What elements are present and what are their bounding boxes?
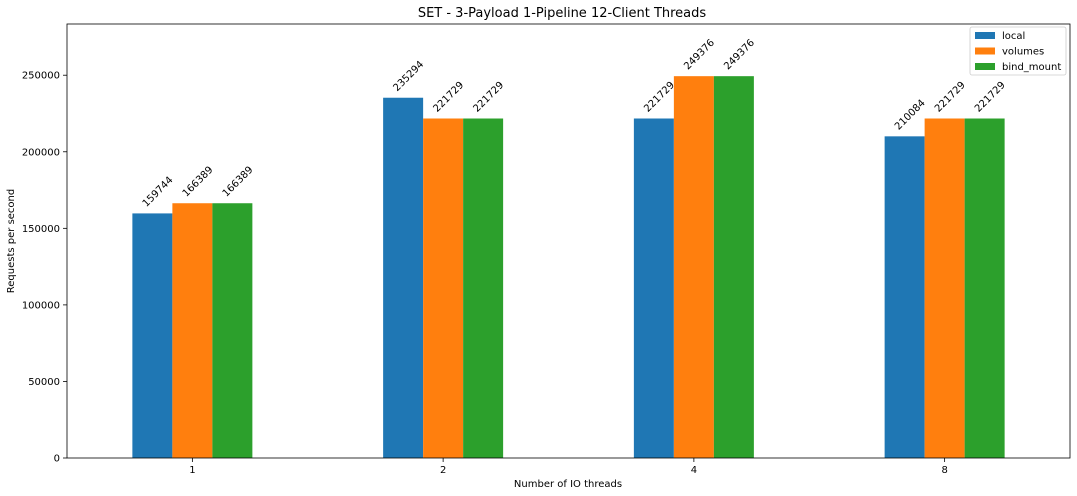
y-tick-label: 200000 bbox=[22, 147, 60, 158]
y-tick-label: 50000 bbox=[28, 377, 60, 388]
bar-bind_mount-1 bbox=[212, 203, 253, 458]
x-tick-label-1: 1 bbox=[189, 465, 195, 476]
bar-local-8 bbox=[884, 136, 925, 458]
data-label-local-8: 210084 bbox=[893, 98, 928, 133]
bar-volumes-1 bbox=[172, 203, 213, 458]
x-tick-label-2: 2 bbox=[440, 465, 446, 476]
x-tick-label-8: 8 bbox=[941, 465, 947, 476]
bar-local-2 bbox=[383, 97, 424, 458]
bar-local-1 bbox=[132, 213, 173, 458]
y-tick-label: 250000 bbox=[22, 71, 60, 82]
axes-frame bbox=[66, 23, 1071, 459]
y-tick-label: 100000 bbox=[22, 300, 60, 311]
data-label-bind_mount-1: 166389 bbox=[221, 165, 256, 200]
legend-swatch-bind_mount bbox=[975, 63, 995, 70]
x-tick-label-4: 4 bbox=[691, 465, 697, 476]
legend-swatch-local bbox=[975, 32, 995, 39]
data-label-volumes-2: 221729 bbox=[431, 80, 466, 115]
bar-bind_mount-2 bbox=[463, 118, 504, 458]
data-label-local-2: 235294 bbox=[391, 59, 426, 94]
bar-local-4 bbox=[633, 118, 674, 458]
y-axis-label: Requests per second bbox=[6, 189, 17, 293]
y-tick-label: 150000 bbox=[22, 224, 60, 235]
y-axis: 0 50000 100000 150000 200000 250000 bbox=[22, 71, 67, 465]
data-label-volumes-4: 249376 bbox=[682, 38, 717, 73]
bar-bind_mount-4 bbox=[713, 76, 754, 458]
bar-volumes-8 bbox=[924, 118, 965, 458]
data-label-bind_mount-8: 221729 bbox=[973, 80, 1008, 115]
bar-bind_mount-8 bbox=[964, 118, 1005, 458]
data-label-volumes-1: 166389 bbox=[181, 165, 216, 200]
legend-label-volumes: volumes bbox=[1002, 47, 1044, 58]
legend-swatch-volumes bbox=[975, 47, 995, 55]
bar-volumes-4 bbox=[673, 76, 714, 458]
x-axis-label: Number of IO threads bbox=[514, 479, 622, 490]
y-tick-label: 0 bbox=[54, 454, 60, 465]
legend-label-local: local bbox=[1002, 31, 1025, 42]
legend-label-bind_mount: bind_mount bbox=[1002, 62, 1061, 73]
data-label-local-1: 159744 bbox=[141, 175, 176, 210]
bar-volumes-2 bbox=[423, 118, 464, 458]
x-axis: 1 2 4 8 bbox=[189, 458, 948, 476]
data-label-local-4: 221729 bbox=[642, 80, 677, 115]
data-label-bind_mount-4: 249376 bbox=[722, 38, 757, 73]
chart-title: SET - 3-Payload 1-Pipeline 12-Client Thr… bbox=[418, 6, 707, 21]
data-label-volumes-8: 221729 bbox=[933, 80, 968, 115]
legend: local volumes bind_mount bbox=[969, 26, 1067, 76]
data-label-bind_mount-2: 221729 bbox=[471, 80, 506, 115]
